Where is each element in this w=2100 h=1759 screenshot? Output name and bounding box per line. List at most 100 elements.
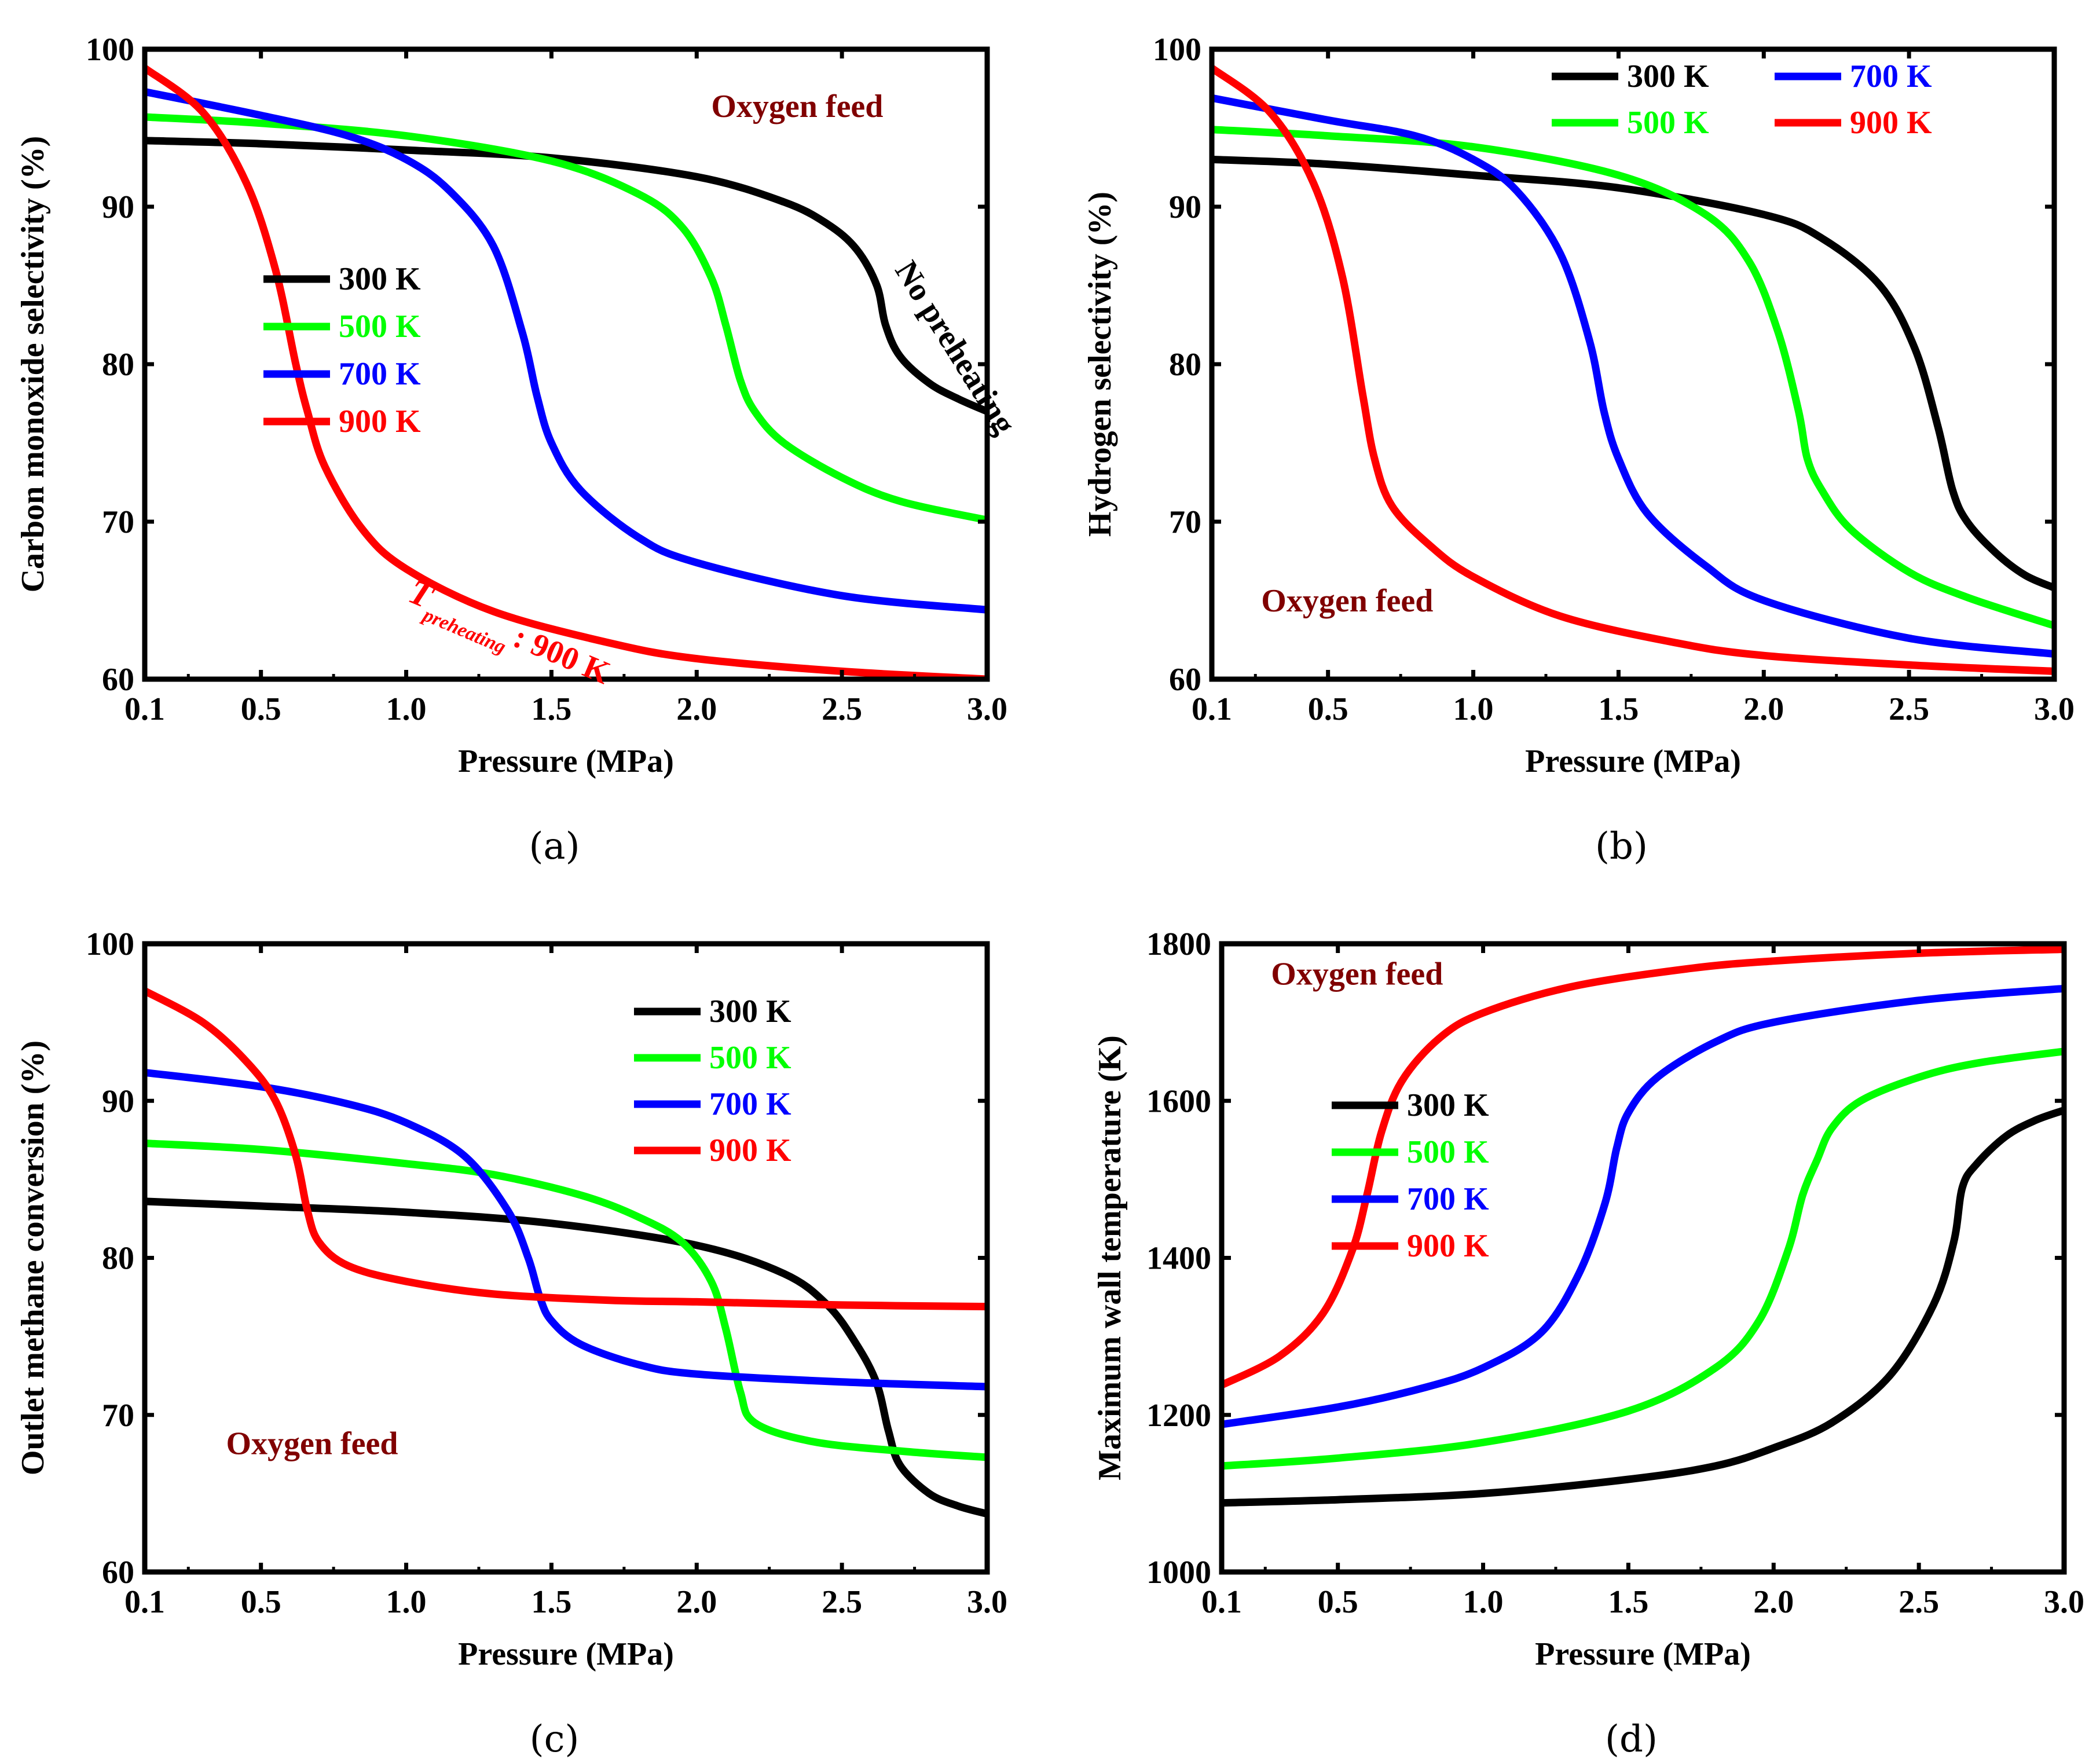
- series-line-700k: [145, 87, 987, 614]
- legend-label: 700 K: [1850, 58, 1932, 94]
- legend-label: 500 K: [1407, 1134, 1489, 1170]
- legend-label: 900 K: [339, 404, 421, 439]
- y-tick-label: 1200: [1146, 1398, 1211, 1434]
- panel-label: (d): [1605, 1718, 1658, 1759]
- legend: 300 K 500 K 700 K 900 K: [1552, 58, 1932, 141]
- x-tick-label: 0.5: [1318, 1584, 1358, 1620]
- series-line-700k: [145, 1068, 987, 1391]
- series-line-300k: [145, 1197, 987, 1518]
- x-tick-label: 2.5: [1889, 691, 1929, 727]
- annotation: Oxygen feed: [226, 1426, 398, 1462]
- y-tick-label: 60: [102, 662, 134, 698]
- legend-label: 300 K: [339, 261, 421, 297]
- panel-d: 0.1 0.5 1.0 1.5 2.0 2.5 3.0 1000 1200 1400 1600 180…: [1092, 926, 2084, 1759]
- x-tick-label: 2.5: [822, 1584, 862, 1620]
- x-axis-title: Pressure (MPa): [1535, 1636, 1751, 1672]
- legend: 300 K 500 K 700 K 900 K: [1332, 1087, 1489, 1264]
- x-tick-label: 0.5: [241, 1584, 281, 1620]
- plot-area: [145, 64, 987, 679]
- x-tick-label: 0.5: [241, 691, 281, 727]
- y-tick-label: 70: [102, 504, 134, 540]
- y-tick-label: 1000: [1146, 1555, 1211, 1591]
- y-tick-label: 60: [1169, 662, 1201, 698]
- annotation: No preheating: [888, 255, 1022, 441]
- y-tick-label: 80: [102, 347, 134, 383]
- y-tick-label: 100: [86, 926, 134, 962]
- panel-a: 0.1 0.5 1.0 1.5 2.0 2.5 3.0 60 70 80 90 100 Pressure…: [15, 32, 1022, 868]
- panel-label: (a): [529, 825, 580, 868]
- y-tick-label: 1800: [1146, 926, 1211, 962]
- series-line-300k: [1212, 155, 2054, 592]
- x-tick-label: 3.0: [967, 691, 1007, 727]
- y-axis-title: Carbon monoxide selectivity (%): [15, 136, 51, 593]
- series-line-900k: [145, 64, 987, 679]
- x-tick-label: 1.0: [1463, 1584, 1504, 1620]
- y-axis-title: Maximum wall temperature (K): [1092, 1035, 1128, 1481]
- x-tick-label: 1.0: [1453, 691, 1494, 727]
- x-tick-label: 0.1: [1201, 1584, 1242, 1620]
- x-tick-label: 0.1: [124, 1584, 165, 1620]
- plot-area: [145, 987, 987, 1518]
- y-tick-label: 90: [102, 189, 134, 225]
- x-tick-label: 1.5: [531, 691, 571, 727]
- y-axis-title: Hydrogen selectivity (%): [1082, 192, 1118, 537]
- series-line-500k: [145, 1139, 987, 1461]
- x-tick-label: 2.5: [822, 691, 862, 727]
- x-tick-label: 1.0: [386, 691, 427, 727]
- x-tick-label: 1.5: [1608, 1584, 1648, 1620]
- plot-area: [1212, 64, 2054, 675]
- y-tick-label: 60: [102, 1555, 134, 1591]
- x-axis-title: Pressure (MPa): [1525, 743, 1741, 779]
- y-tick-label: 100: [1153, 32, 1201, 68]
- x-tick-label: 1.0: [386, 1584, 427, 1620]
- x-tick-label: 3.0: [2034, 691, 2075, 727]
- legend-label: 500 K: [709, 1040, 791, 1076]
- x-tick-label: 2.0: [1743, 691, 1784, 727]
- x-axis-title: Pressure (MPa): [458, 1636, 674, 1672]
- panel-label: (b): [1595, 825, 1648, 868]
- legend-label: 700 K: [339, 356, 421, 392]
- plot-area: [1222, 946, 2064, 1507]
- y-tick-label: 90: [1169, 189, 1201, 225]
- legend-label: 300 K: [1627, 58, 1709, 94]
- series-line-700k: [1212, 94, 2054, 658]
- x-tick-label: 2.0: [1753, 1584, 1794, 1620]
- legend-label: 900 K: [1407, 1228, 1489, 1264]
- series-line-300k: [145, 137, 987, 416]
- legend-label: 500 K: [339, 309, 421, 345]
- y-tick-label: 80: [1169, 347, 1201, 383]
- panel-b: 0.1 0.5 1.0 1.5 2.0 2.5 3.0 60 70 80 90 100 Pressure…: [1082, 32, 2075, 868]
- panel-c: 0.1 0.5 1.0 1.5 2.0 2.5 3.0 60 70 80 90 100 Pressure…: [15, 926, 1007, 1759]
- x-tick-label: 0.1: [124, 691, 165, 727]
- annotation: Oxygen feed: [1261, 583, 1433, 619]
- series-line-500k: [1222, 1047, 2064, 1470]
- y-tick-label: 100: [86, 32, 134, 68]
- series-line-900k: [145, 987, 987, 1311]
- y-tick-label: 80: [102, 1241, 134, 1277]
- legend: 300 K 500 K 700 K 900 K: [263, 261, 421, 439]
- legend-label: 500 K: [1627, 105, 1709, 141]
- x-tick-label: 2.5: [1899, 1584, 1939, 1620]
- plot-frame: [142, 941, 990, 1575]
- y-tick-label: 1400: [1146, 1241, 1211, 1277]
- annotation: Oxygen feed: [1271, 957, 1443, 992]
- series-line-500k: [145, 113, 987, 524]
- x-tick-label: 0.5: [1308, 691, 1348, 727]
- y-tick-label: 70: [102, 1398, 134, 1434]
- x-tick-label: 2.0: [676, 1584, 717, 1620]
- panel-label: (c): [530, 1718, 580, 1759]
- legend: 300 K 500 K 700 K 900 K: [634, 994, 791, 1168]
- series-line-900k: [1212, 64, 2054, 675]
- series-line-700k: [1222, 984, 2064, 1428]
- y-tick-label: 90: [102, 1083, 134, 1119]
- y-tick-label: 1600: [1146, 1083, 1211, 1119]
- x-tick-label: 2.0: [676, 691, 717, 727]
- legend-label: 300 K: [1407, 1087, 1489, 1123]
- series-line-900k: [1222, 946, 2064, 1389]
- legend-label: 700 K: [1407, 1181, 1489, 1217]
- x-tick-label: 0.1: [1192, 691, 1232, 727]
- y-tick-label: 70: [1169, 504, 1201, 540]
- x-tick-label: 1.5: [1598, 691, 1639, 727]
- x-tick-label: 3.0: [2044, 1584, 2084, 1620]
